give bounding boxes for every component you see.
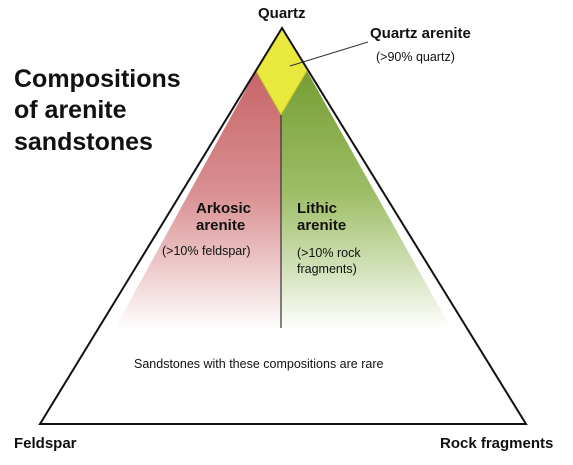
title-line-3: sandstones xyxy=(14,127,153,156)
diagram-title: Compositions of arenite sandstones xyxy=(14,64,214,158)
lithic-arenite-label-line-1: Lithic xyxy=(297,200,337,217)
title-line-2: of arenite xyxy=(14,96,127,125)
quartz-arenite-leader-line xyxy=(289,41,369,67)
arkosic-arenite-label-line-1: Arkosic xyxy=(196,200,252,217)
lithic-arenite-label-line-2: arenite xyxy=(297,217,347,235)
lithic-arenite-label: Lithic arenite xyxy=(297,200,346,235)
lithic-arenite-region xyxy=(281,71,452,330)
vertex-label-feldspar: Feldspar xyxy=(14,435,77,452)
arkosic-arenite-label: Arkosic arenite xyxy=(196,200,251,235)
rare-compositions-note: Sandstones with these compositions are r… xyxy=(134,357,384,371)
lithic-arenite-description: (>10% rock fragments) xyxy=(297,245,361,278)
quartz-arenite-description: (>90% quartz) xyxy=(376,50,455,64)
vertex-label-quartz: Quartz xyxy=(258,5,306,22)
arkosic-arenite-region xyxy=(114,71,281,330)
arkosic-arenite-description: (>10% feldspar) xyxy=(162,244,251,258)
triangle-outline xyxy=(38,26,528,425)
lithic-arenite-description-line-1: (>10% rock xyxy=(297,246,361,260)
title-line-1: Compositions xyxy=(14,65,181,93)
lithic-arenite-description-line-2: fragments) xyxy=(297,262,357,277)
vertex-label-rock-fragments: Rock fragments xyxy=(440,435,554,452)
arkosic-arenite-label-line-2: arenite xyxy=(196,217,246,235)
quartz-arenite-label: Quartz arenite xyxy=(370,25,471,42)
